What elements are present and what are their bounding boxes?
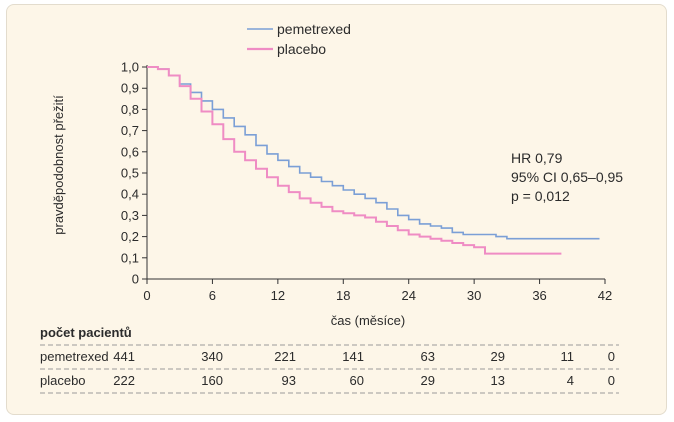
stat-annotation: p = 0,012 — [511, 188, 570, 204]
y-tick-label: 0 — [132, 272, 139, 287]
y-tick-label: 0,4 — [121, 187, 139, 202]
legend-label-pemetrexed: pemetrexed — [277, 21, 351, 37]
y-tick-label: 0,1 — [121, 250, 139, 265]
x-tick-label: 18 — [336, 288, 350, 303]
y-axis-label: pravděpodobnost přežití — [51, 95, 66, 235]
legend-label-placebo: placebo — [277, 41, 326, 57]
risk-cell: 29 — [421, 373, 435, 388]
risk-cell: 60 — [350, 373, 364, 388]
series-line-placebo — [147, 66, 562, 255]
risk-table-title: počet pacientů — [40, 325, 132, 340]
stat-annotation: HR 0,79 — [511, 150, 563, 166]
risk-cell: 29 — [491, 349, 505, 364]
x-tick-label: 24 — [401, 288, 415, 303]
risk-cell: 160 — [201, 373, 223, 388]
stat-annotation: 95% CI 0,65–0,95 — [511, 169, 623, 185]
y-tick-label: 0,7 — [121, 123, 139, 138]
x-tick-label: 42 — [598, 288, 612, 303]
risk-cell: 93 — [282, 373, 296, 388]
series-line-pemetrexed — [147, 66, 600, 240]
risk-cell: 340 — [201, 349, 223, 364]
risk-cell: 0 — [608, 373, 615, 388]
y-tick-label: 0,3 — [121, 208, 139, 223]
y-tick-label: 0,6 — [121, 144, 139, 159]
y-tick-label: 0,9 — [121, 81, 139, 96]
figure-panel: 0 0,1 0,2 0,3 0,4 0,5 0,6 0,7 0,8 0,9 1,0 0 6 12 18 24 3… — [6, 4, 667, 415]
survival-chart: 0 0,1 0,2 0,3 0,4 0,5 0,6 0,7 0,8 0,9 1,0 0 6 12 18 24 3… — [40, 21, 623, 394]
x-tick-label: 6 — [209, 288, 216, 303]
risk-cell: 221 — [274, 349, 296, 364]
risk-cell: 13 — [491, 373, 505, 388]
y-tick-label: 0,2 — [121, 229, 139, 244]
risk-cell: 4 — [567, 373, 574, 388]
risk-cell: 11 — [561, 349, 575, 364]
x-tick-label: 12 — [271, 288, 285, 303]
y-tick-label: 0,5 — [121, 166, 139, 181]
x-axis-label: čas (měsíce) — [331, 313, 405, 328]
risk-row-label: pemetrexed — [40, 349, 109, 364]
risk-row-label: placebo — [40, 373, 86, 388]
x-tick-label: 30 — [467, 288, 481, 303]
x-tick-label: 0 — [143, 288, 150, 303]
x-tick-label: 36 — [532, 288, 546, 303]
risk-cell: 141 — [342, 349, 364, 364]
risk-cell: 63 — [421, 349, 435, 364]
risk-cell: 0 — [608, 349, 615, 364]
y-tick-label: 1,0 — [121, 60, 139, 75]
risk-cell: 441 — [113, 349, 135, 364]
y-tick-label: 0,8 — [121, 102, 139, 117]
risk-cell: 222 — [113, 373, 135, 388]
